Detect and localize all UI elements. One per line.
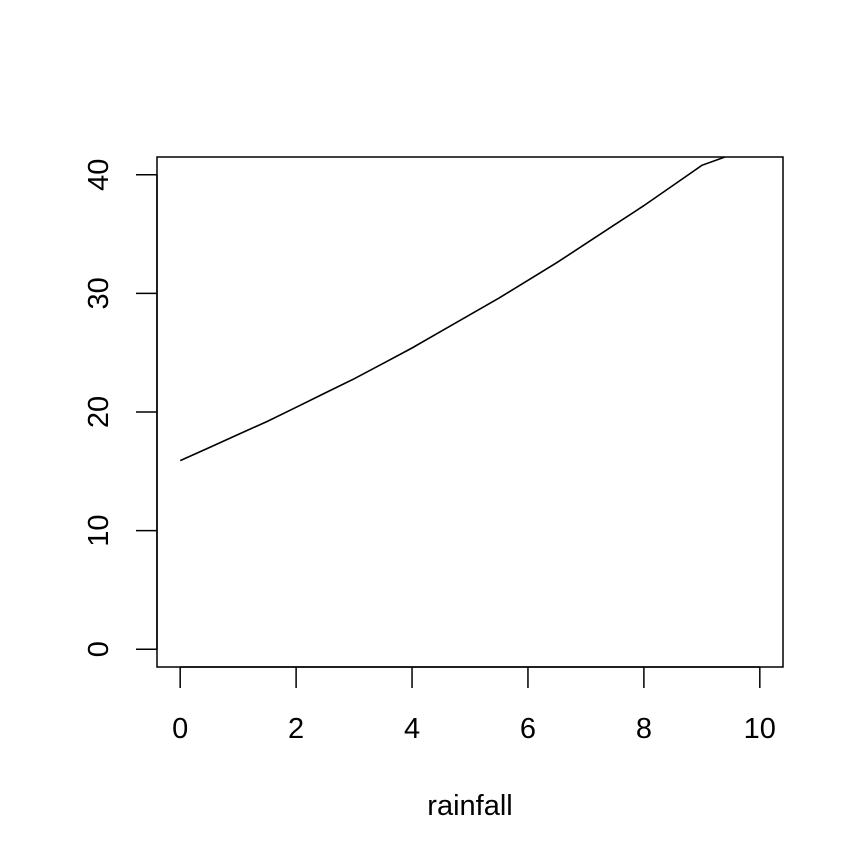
x-tick-label: 10: [744, 713, 776, 745]
y-tick-label: 30: [83, 277, 115, 309]
y-tick-label: 0: [83, 641, 115, 657]
x-tick-label: 6: [520, 713, 536, 745]
y-tick-label: 10: [83, 514, 115, 546]
x-axis: 0 2 4 6 8 10: [172, 666, 776, 745]
series-layer: [179, 157, 726, 462]
x-tick-label: 2: [288, 713, 304, 745]
y-axis: 0 10 20 30 40: [83, 159, 158, 657]
x-tick-label: 4: [404, 713, 420, 745]
x-axis-title: rainfall: [427, 790, 512, 822]
x-tick-label: 0: [172, 713, 188, 745]
x-tick-label: 8: [636, 713, 652, 745]
plot-frame: [156, 156, 784, 668]
series-line: [179, 157, 726, 462]
y-tick-label: 40: [83, 159, 115, 191]
y-tick-label: 20: [83, 396, 115, 428]
